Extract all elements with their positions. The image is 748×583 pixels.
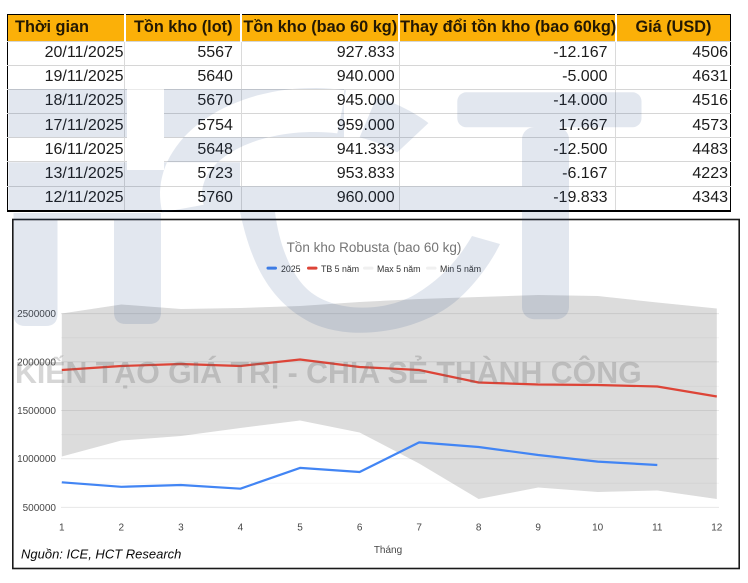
svg-text:10: 10: [592, 523, 604, 534]
svg-text:500000: 500000: [23, 503, 57, 514]
svg-text:11: 11: [652, 523, 663, 534]
svg-text:2000000: 2000000: [17, 357, 56, 368]
svg-text:Nguồn: ICE, HCT Research: Nguồn: ICE, HCT Research: [21, 547, 181, 562]
svg-text:2025: 2025: [281, 264, 301, 274]
svg-text:Min 5 năm: Min 5 năm: [440, 264, 481, 274]
svg-text:Max 5 năm: Max 5 năm: [377, 264, 421, 274]
svg-text:Tháng: Tháng: [374, 545, 402, 556]
svg-text:6: 6: [357, 523, 363, 534]
svg-text:1: 1: [59, 523, 65, 534]
svg-text:4: 4: [238, 523, 244, 534]
svg-text:9: 9: [535, 523, 541, 534]
svg-text:Tồn kho Robusta (bao 60 kg): Tồn kho Robusta (bao 60 kg): [287, 240, 462, 255]
svg-text:5: 5: [297, 523, 303, 534]
svg-text:2: 2: [119, 523, 125, 534]
svg-text:7: 7: [416, 523, 422, 534]
svg-text:3: 3: [178, 523, 184, 534]
svg-text:1500000: 1500000: [17, 406, 56, 417]
svg-text:8: 8: [476, 523, 482, 534]
svg-text:KIẾN TẠO GIÁ TRỊ - CHIA SẺ THÀ: KIẾN TẠO GIÁ TRỊ - CHIA SẺ THÀNH CÔNG: [15, 356, 642, 390]
svg-text:2500000: 2500000: [17, 309, 56, 320]
svg-text:TB 5 năm: TB 5 năm: [321, 264, 359, 274]
svg-text:12: 12: [711, 523, 723, 534]
svg-text:1000000: 1000000: [17, 454, 56, 465]
